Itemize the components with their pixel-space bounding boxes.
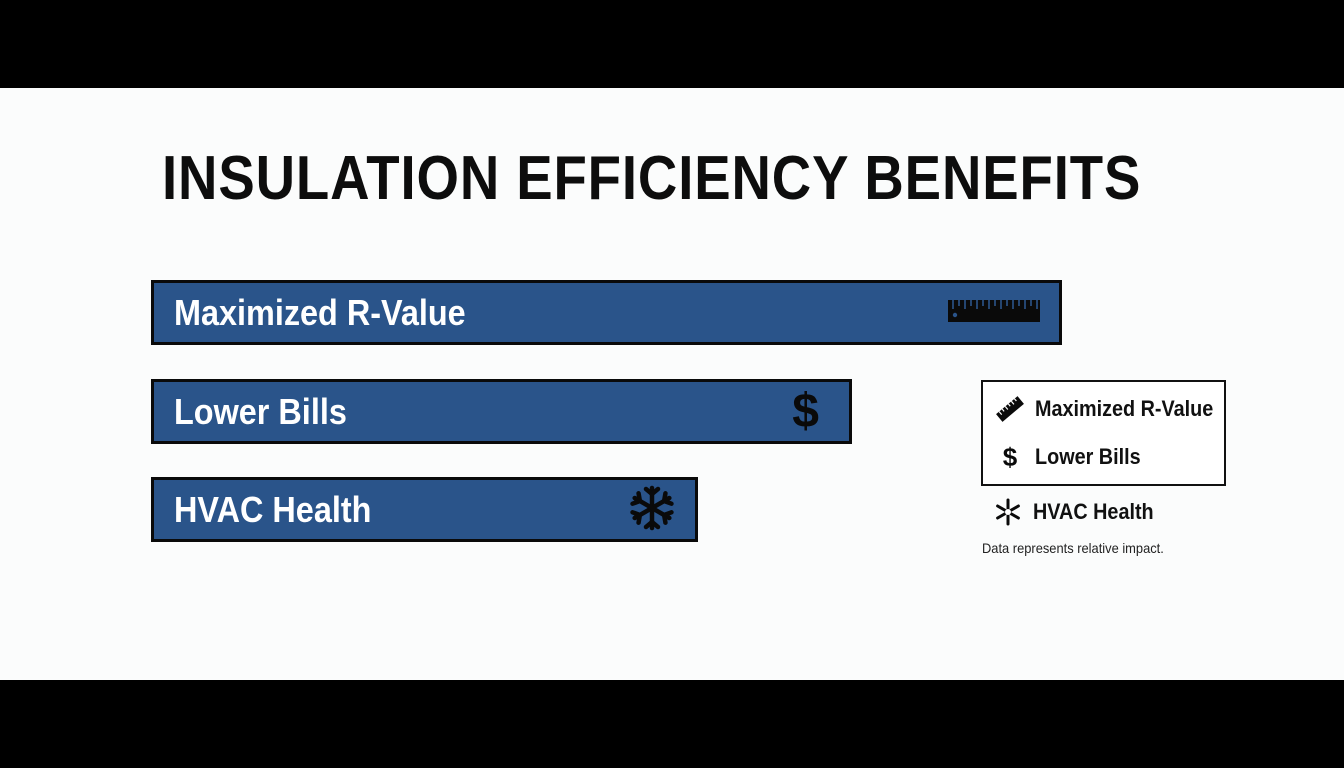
dollar-icon: $	[1002, 441, 1018, 472]
dollar-icon: $	[792, 384, 819, 438]
legend-item-r-value: Maximized R-Value	[995, 393, 1233, 425]
bar-label: HVAC Health	[174, 488, 372, 530]
legend-item-lower-bills: $ Lower Bills	[995, 441, 1152, 473]
chart-title: INSULATION EFFICIENCY BENEFITS	[162, 144, 1142, 213]
chart-note: Data represents relative impact.	[982, 540, 1164, 556]
chart-canvas: INSULATION EFFICIENCY BENEFITS Maximized…	[0, 88, 1344, 680]
ruler-icon	[947, 298, 1041, 328]
letterbox-top	[0, 0, 1344, 88]
bar-label: Maximized R-Value	[174, 291, 466, 333]
bar: Lower Bills $	[151, 379, 852, 444]
snowflake-icon	[629, 485, 675, 535]
legend-label: Lower Bills	[1035, 444, 1141, 469]
bar: Maximized R-Value	[151, 280, 1062, 345]
legend-item-hvac-health: HVAC Health	[993, 496, 1167, 528]
legend-label: HVAC Health	[1033, 499, 1154, 524]
bar: HVAC Health	[151, 477, 698, 542]
ruler-icon	[995, 394, 1025, 424]
legend-box: Maximized R-Value $ Lower Bills	[981, 380, 1226, 486]
legend-label: Maximized R-Value	[1035, 396, 1214, 421]
bar-label: Lower Bills	[174, 390, 347, 432]
snowflake-icon	[993, 497, 1023, 527]
letterbox-bottom	[0, 680, 1344, 768]
